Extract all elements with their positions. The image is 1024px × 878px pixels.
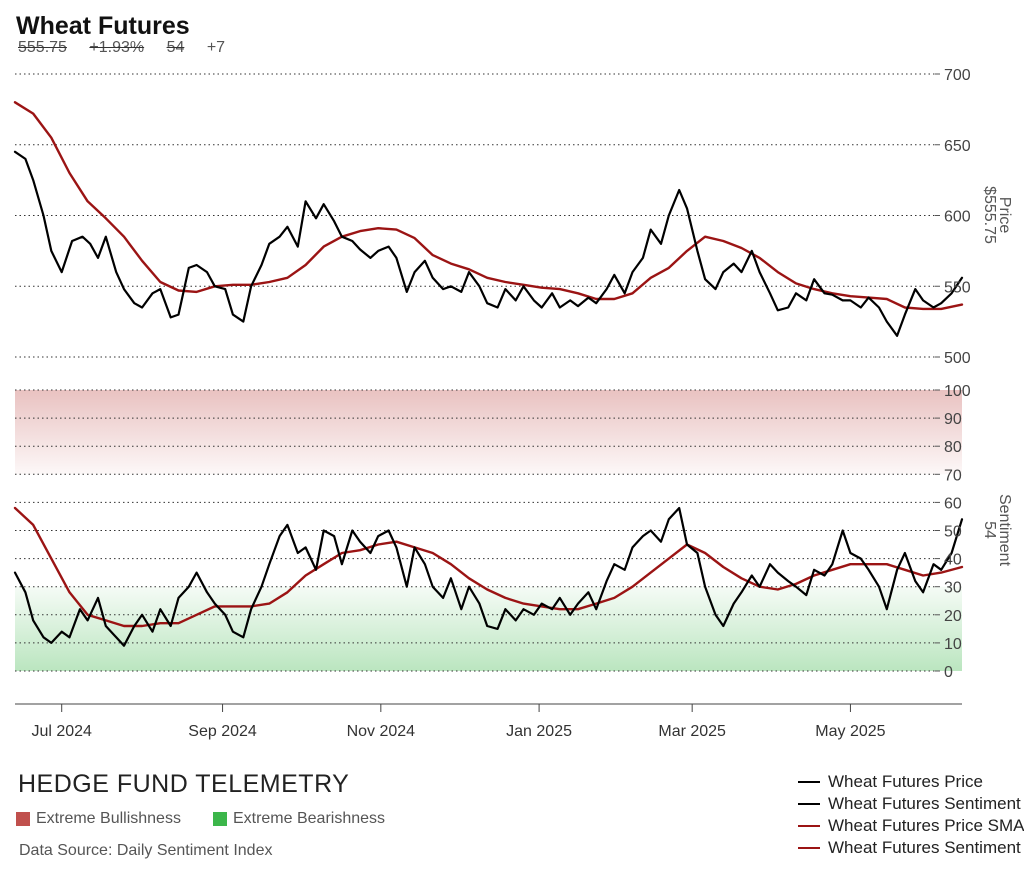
sentiment-y-tick-label: 10 bbox=[944, 636, 962, 653]
chart-title: Wheat Futures bbox=[16, 12, 190, 40]
price-y-tick-label: 550 bbox=[944, 279, 971, 296]
sentiment-y-tick-label: 20 bbox=[944, 608, 962, 625]
sentiment-y-tick-label: 0 bbox=[944, 664, 953, 681]
bearish-label: Extreme Bearishness bbox=[232, 810, 386, 827]
data-source: Data Source: Daily Sentiment Index bbox=[19, 842, 273, 859]
legend-line-sentiment-sma bbox=[798, 847, 820, 849]
legend-item-sentiment[interactable]: Wheat Futures Sentiment bbox=[798, 793, 1024, 815]
header-price: 555.75 bbox=[18, 39, 67, 56]
x-tick-label: Sep 2024 bbox=[188, 723, 257, 740]
x-tick-label: May 2025 bbox=[815, 723, 885, 740]
x-tick-label: Jul 2024 bbox=[31, 723, 92, 740]
price-axis-title: Price bbox=[996, 197, 1013, 234]
price-y-tick-label: 500 bbox=[944, 350, 971, 367]
header-sentiment: 54 bbox=[166, 39, 185, 56]
price-current-value: $555.75 bbox=[981, 186, 998, 244]
bearish-swatch bbox=[212, 812, 227, 826]
legend-line-sentiment bbox=[798, 803, 820, 805]
x-tick-label: Nov 2024 bbox=[347, 723, 416, 740]
sentiment-current-value: 54 bbox=[981, 521, 998, 539]
legend-label-sentiment-sma: Wheat Futures Sentiment SMA bbox=[828, 838, 1024, 857]
sentiment-y-tick-label: 40 bbox=[944, 552, 962, 569]
legend-label-price-sma: Wheat Futures Price SMA bbox=[828, 816, 1024, 835]
sentiment-y-tick-label: 90 bbox=[944, 411, 962, 428]
sentiment-line bbox=[13, 506, 964, 647]
sentiment-y-tick-label: 50 bbox=[944, 524, 962, 541]
bullish-swatch bbox=[16, 812, 30, 826]
price-y-tick-label: 700 bbox=[944, 67, 971, 84]
price-sma-line bbox=[13, 101, 964, 311]
price-y-tick-label: 600 bbox=[944, 209, 971, 226]
extreme-bearish-zone bbox=[15, 586, 962, 671]
zone-legend-bearish: Extreme Bearishness bbox=[212, 810, 386, 828]
price-line bbox=[13, 150, 964, 337]
legend-item-price[interactable]: Wheat Futures Price bbox=[798, 771, 1024, 793]
legend-label-price: Wheat Futures Price bbox=[828, 772, 983, 791]
sentiment-y-tick-label: 60 bbox=[944, 495, 962, 512]
legend-line-price bbox=[798, 781, 820, 783]
sentiment-y-tick-label: 80 bbox=[944, 439, 962, 456]
legend-line-price-sma bbox=[798, 825, 820, 827]
sentiment-y-tick-label: 100 bbox=[944, 383, 971, 400]
x-tick-label: Mar 2025 bbox=[658, 723, 726, 740]
chart-area: 500 550 600 650 700 0 10 20 30 40 50 60 70 80 90 100 Pri… bbox=[13, 67, 1013, 740]
brand-name: HEDGE FUND TELEMETRY bbox=[18, 770, 350, 798]
series-legend: Wheat Futures Price Wheat Futures Sentim… bbox=[798, 771, 1024, 859]
zone-legend-bullish: Extreme Bullishness bbox=[16, 810, 181, 828]
x-tick-label: Jan 2025 bbox=[506, 723, 572, 740]
legend-label-sentiment: Wheat Futures Sentiment bbox=[828, 794, 1021, 813]
price-y-tick-label: 650 bbox=[944, 138, 971, 155]
zone-legend: Extreme Bullishness Extreme Bearishness bbox=[16, 810, 385, 828]
header-sentiment-change: +7 bbox=[206, 39, 226, 56]
extreme-bullish-zone bbox=[15, 390, 962, 475]
legend-item-price-sma[interactable]: Wheat Futures Price SMA bbox=[798, 815, 1024, 837]
header-stats: 555.75 +1.93% 54 +7 bbox=[18, 39, 243, 57]
bullish-label: Extreme Bullishness bbox=[36, 810, 181, 827]
legend-item-sentiment-sma[interactable]: Wheat Futures Sentiment SMA bbox=[798, 837, 1024, 859]
sentiment-y-tick-label: 70 bbox=[944, 467, 962, 484]
sentiment-y-tick-label: 30 bbox=[944, 580, 962, 597]
header-change: +1.93% bbox=[89, 39, 145, 56]
sentiment-axis-title: Sentiment bbox=[996, 494, 1013, 567]
